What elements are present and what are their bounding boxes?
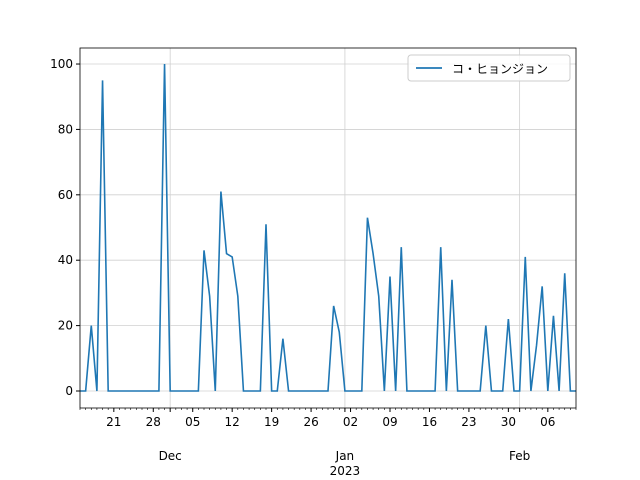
y-tick-label: 100 [50, 57, 73, 71]
x-tick-label: 02 [343, 415, 358, 429]
legend-label: コ・ヒョンジョン [452, 62, 548, 76]
legend-box [407, 54, 571, 82]
y-tick-label: 20 [58, 319, 73, 333]
x-tick-label: 06 [540, 415, 555, 429]
x-tick-label: 19 [264, 415, 279, 429]
y-tick-label: 0 [65, 384, 73, 398]
plot-frame [79, 47, 577, 409]
x-tick-label: 23 [461, 415, 476, 429]
x-major-label: Feb [509, 449, 530, 463]
x-tick-label: 05 [185, 415, 200, 429]
x-tick-label: 30 [501, 415, 516, 429]
x-tick-label: 16 [422, 415, 437, 429]
x-tick-label: 09 [382, 415, 397, 429]
x-tick-label: 26 [303, 415, 318, 429]
data-line [80, 64, 576, 392]
y-tick-label: 60 [58, 188, 73, 202]
x-year-label: 2023 [330, 464, 361, 478]
x-tick-label: 21 [106, 415, 121, 429]
x-major-label: Dec [159, 449, 182, 463]
y-tick-label: 80 [58, 122, 73, 136]
y-tick-label: 40 [58, 253, 73, 267]
x-tick-label: 12 [225, 415, 240, 429]
x-tick-label: 28 [146, 415, 161, 429]
x-major-label: Jan [335, 449, 355, 463]
